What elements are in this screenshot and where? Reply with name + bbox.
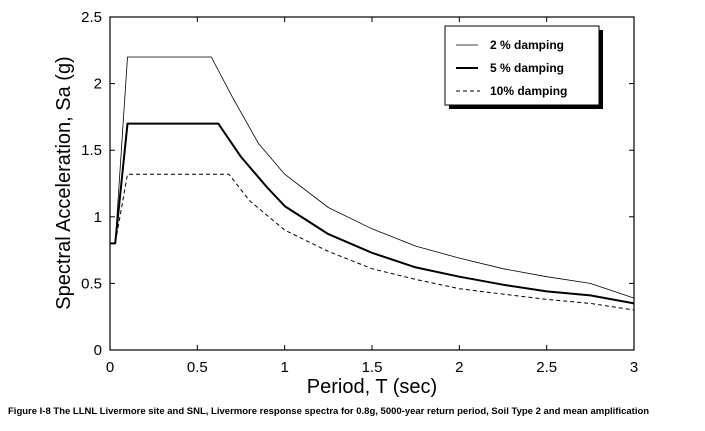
y-tick-label: 2.5 bbox=[81, 9, 102, 26]
y-tick-label: 1 bbox=[94, 209, 102, 226]
y-tick-label: 0 bbox=[94, 342, 102, 359]
y-tick-label: 0.5 bbox=[81, 275, 102, 292]
legend-label-10pct: 10% damping bbox=[490, 84, 567, 98]
x-tick-label: 2 bbox=[455, 359, 463, 376]
series-2pct-damping-line bbox=[110, 56, 635, 299]
series-lines bbox=[110, 56, 635, 311]
x-axis-title: Period, T (sec) bbox=[307, 376, 437, 398]
series-10pct-damping-line bbox=[110, 173, 635, 311]
legend-label-2pct: 2 % damping bbox=[490, 38, 564, 52]
figure-caption: Figure I-8 The LLNL Livermore site and S… bbox=[8, 406, 650, 417]
x-tick-label: 3 bbox=[630, 359, 638, 376]
x-axis-ticks: 0 0.5 1 1.5 2 2.5 3 bbox=[106, 17, 638, 376]
y-tick-label: 2 bbox=[94, 76, 102, 93]
x-tick-label: 0 bbox=[106, 359, 114, 376]
y-axis-title: Spectral Acceleration, Sa (g) bbox=[53, 56, 75, 309]
series-5pct-damping-line bbox=[110, 122, 635, 305]
x-tick-label: 1 bbox=[280, 359, 288, 376]
y-axis-ticks: 0 0.5 1 1.5 2 2.5 bbox=[81, 9, 634, 359]
legend: 2 % damping 5 % damping 10% damping bbox=[444, 25, 603, 109]
x-tick-label: 1.5 bbox=[362, 359, 383, 376]
x-tick-label: 2.5 bbox=[536, 359, 557, 376]
y-tick-label: 1.5 bbox=[81, 142, 102, 159]
x-tick-label: 0.5 bbox=[187, 359, 208, 376]
legend-label-5pct: 5 % damping bbox=[490, 61, 564, 75]
legend-box bbox=[444, 25, 600, 106]
